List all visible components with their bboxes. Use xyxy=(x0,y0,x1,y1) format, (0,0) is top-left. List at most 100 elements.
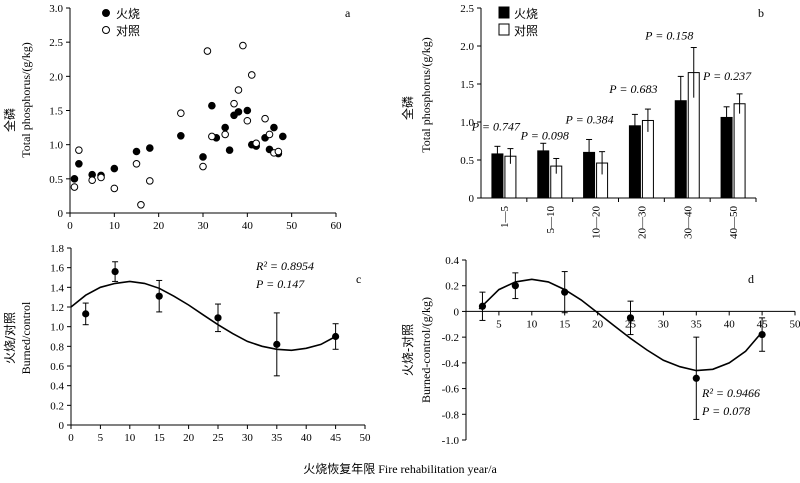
panel-a-x-tick-label: 50 xyxy=(286,220,298,232)
panel-a-y-tick-label: 0 xyxy=(58,208,64,220)
panel-c-data-point xyxy=(82,310,90,318)
panel-d-x-tick-label: 15 xyxy=(559,318,571,330)
panel-c-data-point xyxy=(332,332,340,341)
panel-a-burned-point xyxy=(270,123,278,132)
panel-b-p-label: P = 0.237 xyxy=(702,69,752,83)
panel-a-control-point xyxy=(132,160,141,168)
panel-a-x-tick-label: 10 xyxy=(109,220,121,232)
panel-a-x-tick-label: 20 xyxy=(153,220,165,232)
panel-a-control-point xyxy=(208,132,216,141)
panel-d-y-tick-label: -0.4 xyxy=(442,358,460,370)
panel-d-y-tick-label: 0.4 xyxy=(445,255,459,267)
panel-a-control-point xyxy=(221,130,229,139)
panel-a-burned-point xyxy=(279,132,287,141)
panel-a: a 全磷 Total phosphorus/(g/kg) 火烧 对照 0 0.5 1… xyxy=(2,3,351,232)
panel-b-ylabel-en: Total phosphorus/(g/kg) xyxy=(419,37,433,152)
panel-d-data-point xyxy=(626,314,635,322)
panel-c-x-tick-label: 15 xyxy=(154,432,166,444)
panel-d-fit-curve xyxy=(478,278,763,372)
panel-b-y-tick-label: 2.5 xyxy=(460,3,474,15)
panel-a-burned-point xyxy=(221,123,229,132)
panel-c-x-tick-label: 25 xyxy=(213,432,225,444)
panel-d-y-tick-label: -0.8 xyxy=(442,409,460,421)
panel-a-y-tick-label: 2.5 xyxy=(49,37,63,49)
panel-d-r2-annotation: R² = 0.9466 xyxy=(701,386,760,400)
panel-a-burned-point xyxy=(225,146,234,154)
panel-d-data-point xyxy=(692,374,700,382)
panel-a-control-point xyxy=(97,173,105,182)
panel-d-x-tick-label: 50 xyxy=(790,318,800,330)
panel-b-y-tick-label: 2.0 xyxy=(460,41,474,53)
panel-b-y-tick-label: 1.5 xyxy=(460,79,474,91)
panel-a-y-tick-label: 1.5 xyxy=(49,106,63,118)
shared-xlabel: 火烧恢复年限 Fire rehabilitation year/a xyxy=(303,462,497,476)
panel-c-letter: c xyxy=(356,272,361,286)
panel-c-y-tick-label: 0.2 xyxy=(50,400,64,412)
panel-c-x-tick-label: 20 xyxy=(183,432,195,444)
panel-b-y-tick-label: 0.5 xyxy=(460,155,474,167)
panel-c-x-tick-label: 40 xyxy=(301,432,313,444)
panel-a-x-tick-label: 0 xyxy=(67,220,73,232)
panel-a-control-point xyxy=(146,177,154,185)
panel-c-p-annotation: P = 0.147 xyxy=(255,277,305,291)
panel-b-letter: b xyxy=(758,6,764,20)
panel-a-control-point xyxy=(274,147,283,156)
panel-c-y-tick-label: 1.4 xyxy=(50,282,64,294)
panel-d-data-point xyxy=(561,288,569,296)
panel-a-control-point xyxy=(247,71,256,79)
panel-a-control-point xyxy=(230,99,238,108)
panel-d-letter: d xyxy=(748,272,754,286)
panel-a-burned-point xyxy=(70,175,79,183)
panel-b-ylabel-cn: 全磷 xyxy=(400,96,415,120)
panel-c: c 火烧/对照 Burned/control R² = 0.8954 P = 0… xyxy=(3,243,371,444)
panel-a-burned-point xyxy=(75,160,83,168)
panel-b-category-label: 40—50 xyxy=(728,206,740,240)
panel-c-ylabel-en: Burned/control xyxy=(19,301,33,374)
panel-b-legend-burned-label: 火烧 xyxy=(514,7,538,21)
panel-a-control-point xyxy=(252,139,261,148)
panel-a-burned-point xyxy=(110,164,119,173)
panel-d-y-tick-label: -1.0 xyxy=(442,435,460,447)
panel-d-data-point xyxy=(478,302,487,310)
panel-a-x-tick-label: 60 xyxy=(331,220,343,232)
panel-a-x-tick-label: 30 xyxy=(198,220,210,232)
panel-c-data-point xyxy=(111,268,119,276)
panel-b-category-label: 20—30 xyxy=(636,206,648,240)
panel-d-y-tick-label: -0.6 xyxy=(442,384,460,396)
panel-a-control-point xyxy=(243,116,252,125)
panel-d-x-tick-label: 30 xyxy=(658,318,670,330)
panel-b-category-label: 30—40 xyxy=(682,206,694,240)
panel-b-legend-burned-swatch xyxy=(498,6,510,19)
panel-d-x-tick-label: 35 xyxy=(691,318,703,330)
panel-d-data-point xyxy=(511,282,519,290)
panel-a-control-point xyxy=(88,176,96,184)
panel-a-ylabel-en: Total phosphorus/(g/kg) xyxy=(19,42,33,157)
panel-a-burned-point xyxy=(177,131,185,140)
panel-b-control-bar xyxy=(733,103,746,199)
panel-c-x-tick-label: 45 xyxy=(330,432,342,444)
panel-a-y-tick-label: 3.0 xyxy=(49,3,63,15)
panel-b-p-label: P = 0.098 xyxy=(520,128,569,142)
panel-c-x-tick-label: 0 xyxy=(68,432,74,444)
panel-c-data-point xyxy=(155,292,163,300)
panel-a-control-point xyxy=(239,41,247,50)
panel-c-y-tick-label: 1.2 xyxy=(50,302,64,314)
panel-a-control-point xyxy=(203,47,212,55)
panel-c-x-tick-label: 50 xyxy=(360,432,372,444)
panel-c-x-tick-label: 30 xyxy=(242,432,254,444)
panel-c-r2-annotation: R² = 0.8954 xyxy=(255,259,314,273)
panel-a-control-point xyxy=(110,184,119,193)
panel-c-x-tick-label: 5 xyxy=(98,432,104,444)
panel-a-control-point xyxy=(265,130,274,139)
panel-c-y-tick-label: 0.8 xyxy=(50,341,64,353)
panel-d-x-tick-label: 10 xyxy=(526,318,538,330)
panel-d-x-tick-label: 20 xyxy=(592,318,604,330)
panel-c-x-tick-label: 35 xyxy=(271,432,283,444)
panel-a-burned-point xyxy=(208,101,216,110)
panel-a-control-point xyxy=(177,109,185,118)
panel-b-y-tick-label: 0 xyxy=(469,193,475,205)
panel-b: b 全磷 Total phosphorus/(g/kg) 火烧 对照 0 0.5 1… xyxy=(400,3,764,239)
panel-a-burned-point xyxy=(146,144,154,152)
panel-a-control-point xyxy=(75,146,83,154)
